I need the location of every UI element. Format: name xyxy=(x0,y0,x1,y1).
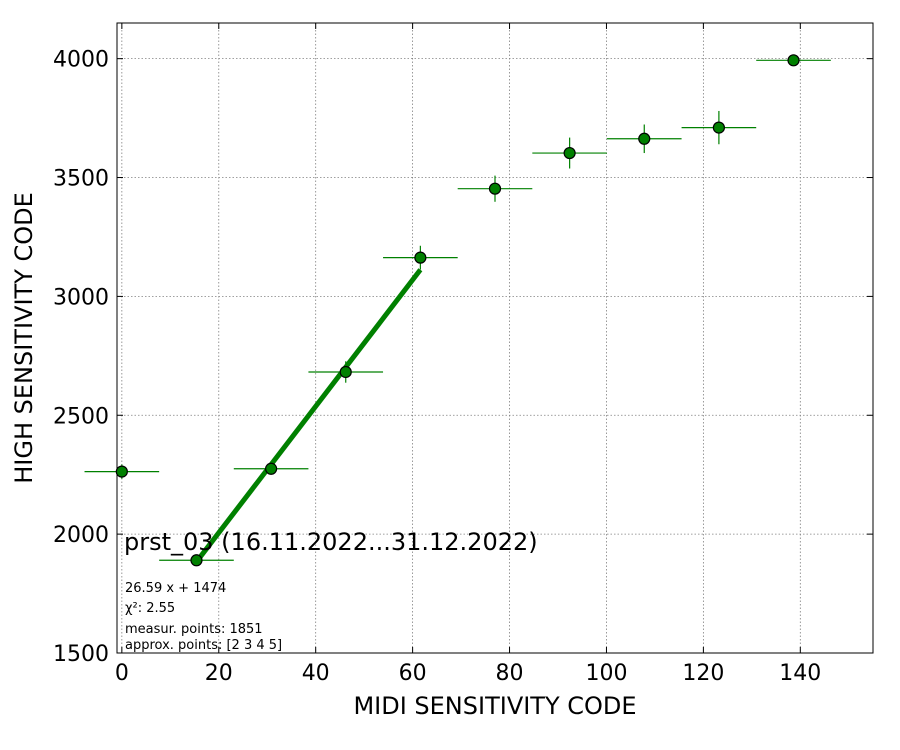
x-tick-label: 80 xyxy=(496,661,524,686)
x-tick-label: 60 xyxy=(399,661,427,686)
y-tick-label: 2500 xyxy=(53,404,109,429)
data-point xyxy=(638,132,651,145)
annotation-measured-points: measur. points: 1851 xyxy=(125,622,263,637)
plot-frame xyxy=(116,22,874,654)
y-tick-label: 3500 xyxy=(53,167,109,192)
annotation-fit-equation: 26.59 x + 1474 xyxy=(125,581,226,596)
y-tick-label: 4000 xyxy=(53,48,109,73)
x-tick-label: 100 xyxy=(585,661,627,686)
y-tick-label: 1500 xyxy=(53,642,109,667)
chart-title: prst_03 (16.11.2022...31.12.2022) xyxy=(124,528,538,556)
y-tick-label: 2000 xyxy=(53,523,109,548)
data-point xyxy=(339,365,352,379)
x-tick-label: 140 xyxy=(779,661,821,686)
annotation-approx-points: approx. points: [2 3 4 5] xyxy=(125,638,282,653)
y-tick-label: 3000 xyxy=(53,285,109,310)
data-point xyxy=(787,54,800,67)
data-point xyxy=(414,251,427,264)
data-point xyxy=(563,146,576,160)
x-tick-label: 120 xyxy=(682,661,724,686)
x-tick-label: 0 xyxy=(115,661,129,686)
data-point xyxy=(190,554,203,567)
y-axis-label: HIGH SENSITIVITY CODE xyxy=(10,192,38,484)
x-tick-label: 20 xyxy=(205,661,233,686)
fit-line xyxy=(194,268,423,564)
x-axis-label: MIDI SENSITIVITY CODE xyxy=(353,692,636,720)
x-tick-label: 40 xyxy=(302,661,330,686)
annotation-chi-squared: χ²: 2.55 xyxy=(125,601,175,616)
data-point xyxy=(488,182,502,195)
data-point xyxy=(712,121,725,134)
data-point xyxy=(115,465,128,478)
data-point xyxy=(265,462,278,475)
